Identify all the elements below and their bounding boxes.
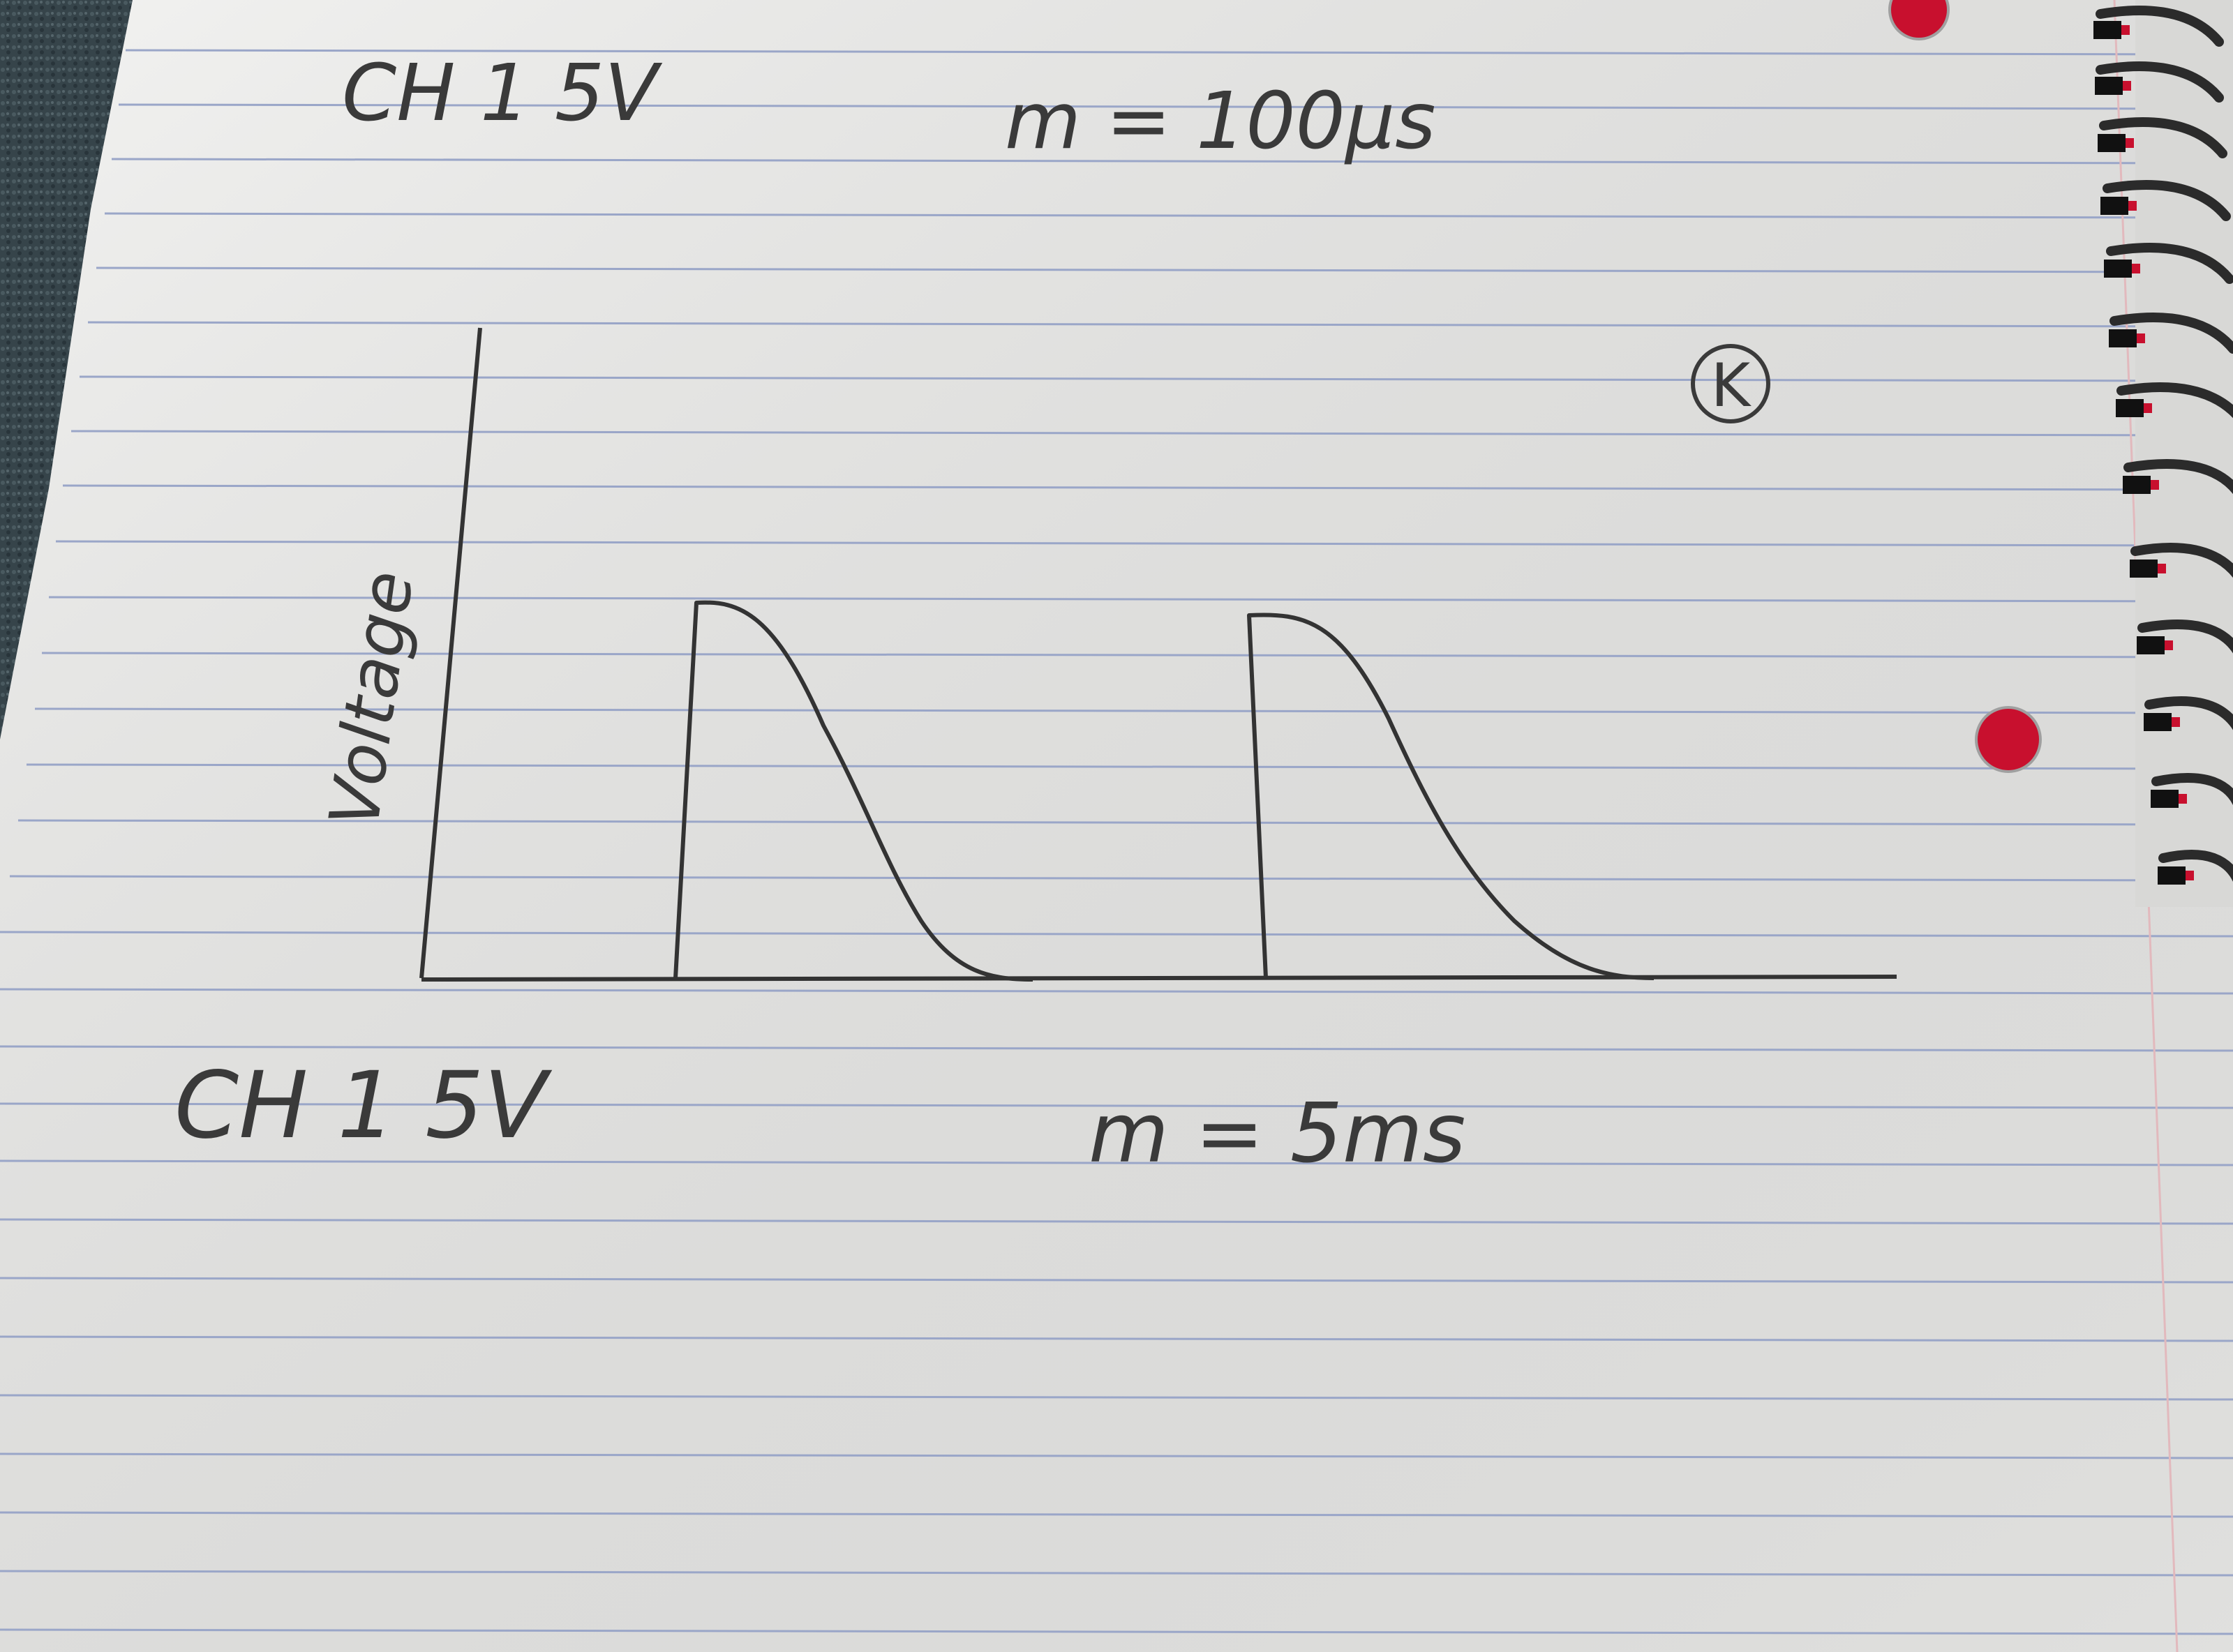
sketch-x-axis xyxy=(421,975,1897,982)
binding-hole-middle xyxy=(1976,707,2040,772)
top-right-note: m = 100μs xyxy=(1005,76,1436,167)
circled-letter-ring xyxy=(1691,344,1770,423)
sketch-pulse-2 xyxy=(1247,613,1655,980)
bottom-right-note: m = 5ms xyxy=(1089,1085,1465,1181)
binding-hole-top xyxy=(1890,0,1948,39)
circled-letter: K xyxy=(1711,351,1752,421)
ruled-lines xyxy=(0,49,2233,1635)
bottom-left-note: CH 1 5V xyxy=(174,1052,552,1159)
sketch-y-axis xyxy=(419,327,482,979)
sketch-pulse-1 xyxy=(673,600,1033,982)
top-left-note: CH 1 5V xyxy=(342,48,663,139)
spiral-binding xyxy=(2093,0,2233,907)
